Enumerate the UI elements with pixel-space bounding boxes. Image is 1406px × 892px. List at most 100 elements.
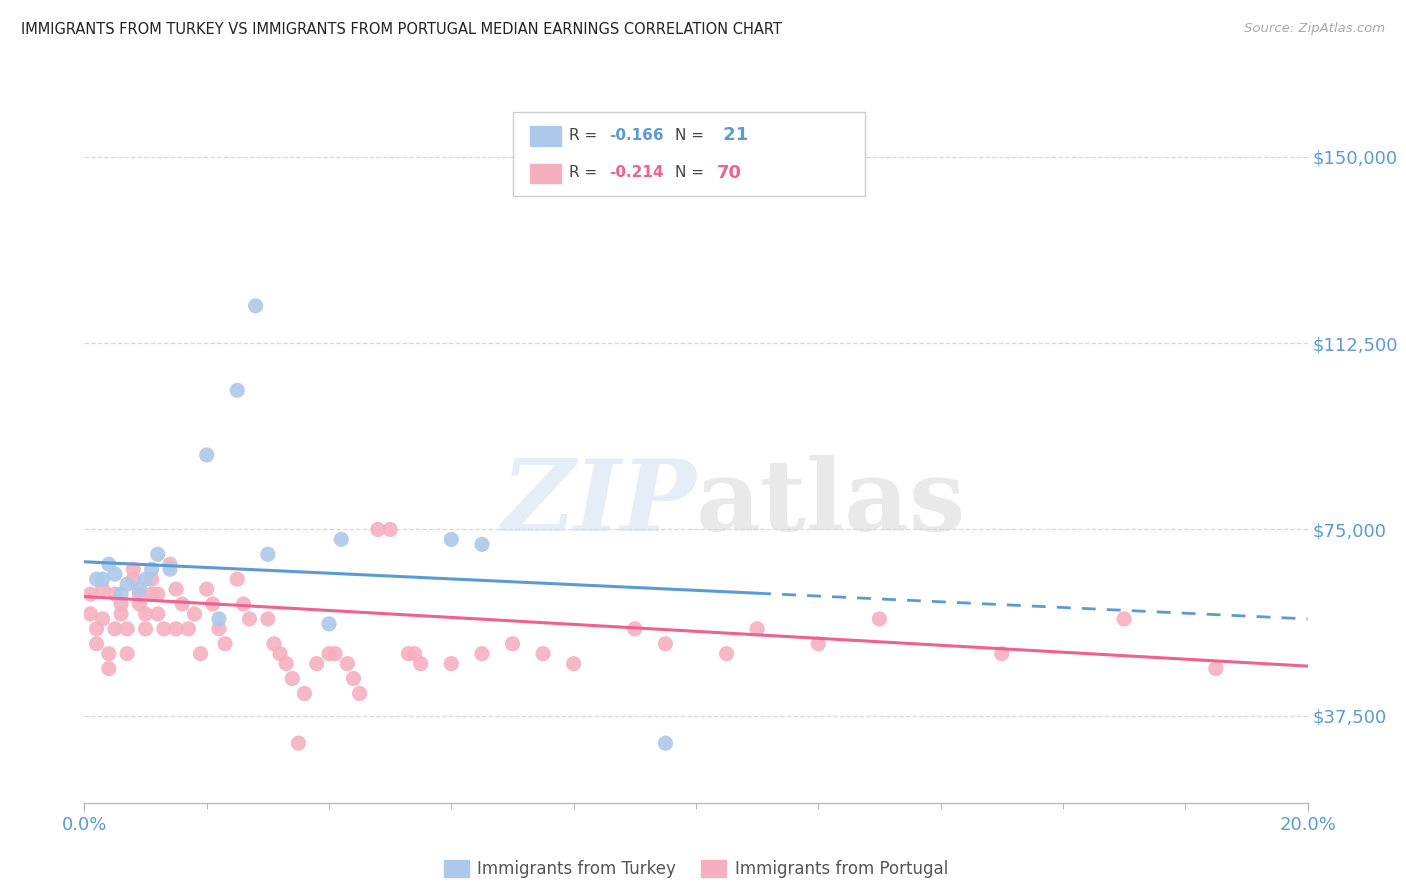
Point [409,657,432,671]
Point [195,448,218,462]
Point [165,622,187,636]
Point [146,607,169,621]
Point [86,637,108,651]
Point [269,647,291,661]
Point [128,587,150,601]
Point [1205,662,1227,676]
Text: R =: R = [569,165,603,180]
Point [104,622,127,636]
Text: IMMIGRANTS FROM TURKEY VS IMMIGRANTS FROM PORTUGAL MEDIAN EARNINGS CORRELATION C: IMMIGRANTS FROM TURKEY VS IMMIGRANTS FRO… [21,22,782,37]
Point [79,587,101,601]
Point [91,582,114,596]
Point [323,647,346,661]
Text: N =: N = [675,165,709,180]
Point [86,572,108,586]
Point [190,647,212,661]
Point [146,587,169,601]
Point [97,558,120,572]
Point [245,299,267,313]
Point [159,558,181,572]
Point [141,572,163,586]
Point [141,587,163,601]
Point [991,647,1014,661]
Point [177,622,200,636]
Text: -0.166: -0.166 [609,128,664,143]
Point [257,547,280,561]
Text: 70: 70 [717,163,742,181]
Point [654,736,676,750]
Point [318,647,340,661]
Point [398,647,420,661]
Point [869,612,891,626]
Point [201,597,224,611]
Point [128,582,150,596]
Point [318,616,340,631]
Point [807,637,830,651]
Text: Source: ZipAtlas.com: Source: ZipAtlas.com [1244,22,1385,36]
Point [226,384,249,398]
Point [115,577,138,591]
Point [159,562,181,576]
Point [153,622,176,636]
Point [1114,612,1136,626]
Point [562,657,585,671]
Point [122,562,145,576]
Point [110,607,132,621]
Point [97,647,120,661]
Point [716,647,738,661]
Point [86,622,108,636]
Point [330,533,353,547]
Point [208,622,231,636]
Text: R =: R = [569,128,603,143]
Point [305,657,328,671]
Point [281,672,304,686]
Point [238,612,260,626]
Point [110,587,132,601]
Point [97,662,120,676]
Point [135,622,157,636]
Point [404,647,426,661]
Point [135,572,157,586]
Point [349,686,371,700]
Point [294,686,316,700]
Text: 21: 21 [717,127,748,145]
Text: N =: N = [675,128,709,143]
Point [380,523,402,537]
Point [287,736,309,750]
Point [135,607,157,621]
Point [654,637,676,651]
Point [276,657,298,671]
Point [115,647,138,661]
Point [747,622,769,636]
Point [122,572,145,586]
Point [183,607,205,621]
Text: -0.214: -0.214 [609,165,664,180]
Point [104,567,127,582]
Point [115,622,138,636]
Point [440,657,463,671]
Point [342,672,364,686]
Point [232,597,254,611]
Point [195,582,218,596]
Point [531,647,554,661]
Point [471,647,494,661]
Point [226,572,249,586]
Point [110,597,132,611]
Point [367,523,389,537]
Point [172,597,194,611]
Point [471,537,494,551]
Point [502,637,524,651]
Point [128,597,150,611]
Point [141,562,163,576]
Point [263,637,285,651]
Point [440,533,463,547]
Point [146,547,169,561]
Point [208,612,231,626]
Text: atlas: atlas [696,455,966,552]
Point [165,582,187,596]
Legend: Immigrants from Turkey, Immigrants from Portugal: Immigrants from Turkey, Immigrants from … [437,854,955,885]
Point [91,572,114,586]
Point [257,612,280,626]
Point [214,637,236,651]
Text: ZIP: ZIP [501,456,696,552]
